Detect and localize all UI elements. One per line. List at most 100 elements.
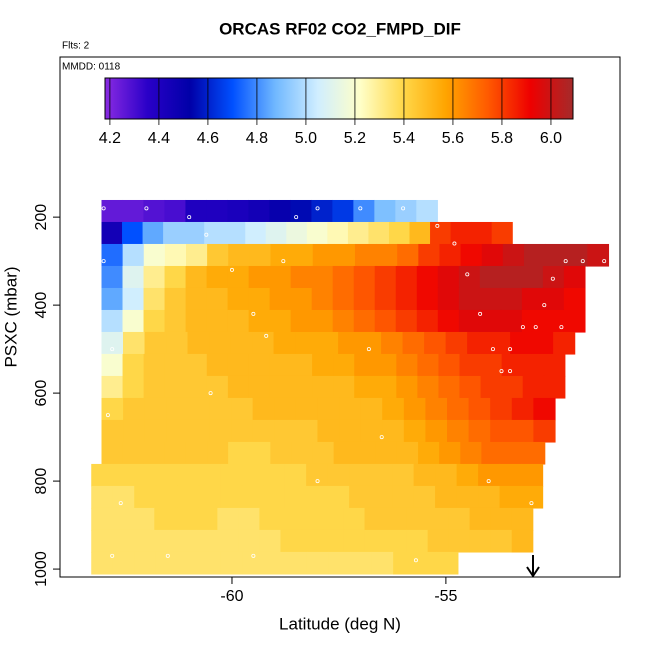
heatmap-cell — [91, 529, 113, 553]
heatmap-cell — [242, 551, 265, 575]
heatmap-cell — [511, 419, 534, 443]
heatmap-cell — [144, 419, 167, 443]
heatmap-cell — [438, 353, 461, 377]
heatmap-cell — [481, 243, 504, 267]
heatmap-cell — [338, 331, 361, 355]
heatmap-cell — [228, 441, 250, 465]
heatmap-cell — [447, 397, 470, 421]
heatmap-cell — [263, 463, 286, 487]
heatmap-cell — [375, 375, 397, 399]
heatmap-cell — [248, 353, 271, 377]
heatmap-cell — [563, 287, 586, 311]
heatmap-cell — [249, 441, 271, 465]
heatmap-cell — [238, 529, 261, 553]
heatmap-cell — [245, 221, 267, 245]
heatmap-cell — [220, 485, 243, 509]
x-tick-label: -60 — [220, 588, 243, 605]
subtitle: Flts: 2 — [62, 41, 90, 52]
colorbar-tick-label: 4.6 — [197, 130, 219, 147]
colorbar-tick-label: 4.8 — [246, 130, 268, 147]
heatmap-cell — [354, 243, 377, 267]
heatmap-cell — [374, 265, 397, 289]
heatmap-cell — [339, 419, 362, 443]
heatmap-cell — [196, 529, 218, 553]
heatmap-cell — [274, 419, 297, 443]
heatmap-cell — [333, 375, 355, 399]
heatmap-cell — [360, 397, 383, 421]
heatmap-cell — [375, 353, 397, 377]
heatmap-cell — [154, 507, 176, 531]
heatmap-cell — [425, 397, 448, 421]
heatmap-cell — [438, 375, 461, 399]
heatmap-cell — [533, 419, 556, 443]
heatmap-cell — [376, 243, 398, 267]
heatmap-cell — [327, 485, 350, 509]
heatmap-cell — [217, 507, 239, 531]
heatmap-cell — [185, 441, 208, 465]
heatmap-cell — [209, 397, 232, 421]
heatmap-cell — [263, 551, 286, 575]
heatmap-cell — [143, 287, 166, 311]
track-point — [563, 259, 568, 264]
track-point — [251, 311, 256, 316]
heatmap-cell — [521, 265, 544, 289]
track-point — [580, 259, 585, 264]
heatmap-cell — [388, 221, 411, 245]
heatmap-cell — [353, 309, 376, 333]
heatmap-cell — [437, 287, 460, 311]
heatmap-cell — [327, 463, 350, 487]
heatmap-cell — [143, 265, 166, 289]
heatmap-cell — [284, 463, 307, 487]
heatmap-cell — [445, 331, 468, 355]
heatmap-cell — [416, 287, 439, 311]
heatmap-cell — [521, 287, 544, 311]
heatmap-cell — [531, 331, 554, 355]
heatmap-cell — [533, 397, 556, 421]
heatmap-cell — [187, 397, 211, 421]
heatmap-cell — [122, 375, 145, 399]
heatmap-cell — [402, 331, 425, 355]
heatmap-cell — [553, 331, 576, 355]
heatmap-cell — [542, 287, 565, 311]
heatmap-cell — [381, 331, 404, 355]
heatmap-cell — [450, 221, 472, 245]
heatmap-cell — [133, 507, 155, 531]
heatmap-cell — [175, 529, 197, 553]
y-tick-label: 200 — [33, 204, 50, 231]
heatmap-cell — [447, 419, 470, 443]
heatmap-cell — [332, 265, 355, 289]
heatmap-cell — [269, 375, 292, 399]
heatmap-cell — [417, 375, 440, 399]
heatmap-cell — [252, 397, 275, 421]
heatmap-cell — [155, 551, 179, 575]
heatmap-cell — [164, 375, 187, 399]
heatmap-cell — [511, 507, 534, 531]
heatmap-cell — [332, 309, 355, 333]
heatmap-cell — [522, 353, 545, 377]
heatmap-cell — [427, 529, 450, 553]
heatmap-cell — [406, 507, 429, 531]
heatmap-cell — [259, 507, 282, 531]
heatmap-cell — [185, 353, 208, 377]
heatmap-cell — [353, 287, 376, 311]
heatmap-cell — [123, 331, 146, 355]
heatmap-cell — [185, 243, 208, 267]
heatmap-cell — [312, 353, 334, 377]
heatmap-cell — [112, 529, 134, 553]
colorbar — [104, 77, 574, 120]
heatmap-cell — [217, 529, 239, 553]
heatmap-cell — [353, 265, 376, 289]
heatmap-cell — [154, 529, 176, 553]
heatmap-cell — [317, 419, 340, 443]
heatmap-cell — [374, 199, 396, 223]
heatmap-cell — [144, 397, 167, 421]
heatmap-cell — [488, 331, 511, 355]
heatmap-cell — [566, 243, 588, 267]
heatmap-cell — [101, 243, 124, 267]
colorbar-tick-label: 5.4 — [393, 130, 415, 147]
heatmap-cell — [248, 265, 271, 289]
heatmap-cell — [290, 309, 313, 333]
heatmap-cell — [368, 221, 390, 245]
heatmap-cell — [312, 441, 335, 465]
